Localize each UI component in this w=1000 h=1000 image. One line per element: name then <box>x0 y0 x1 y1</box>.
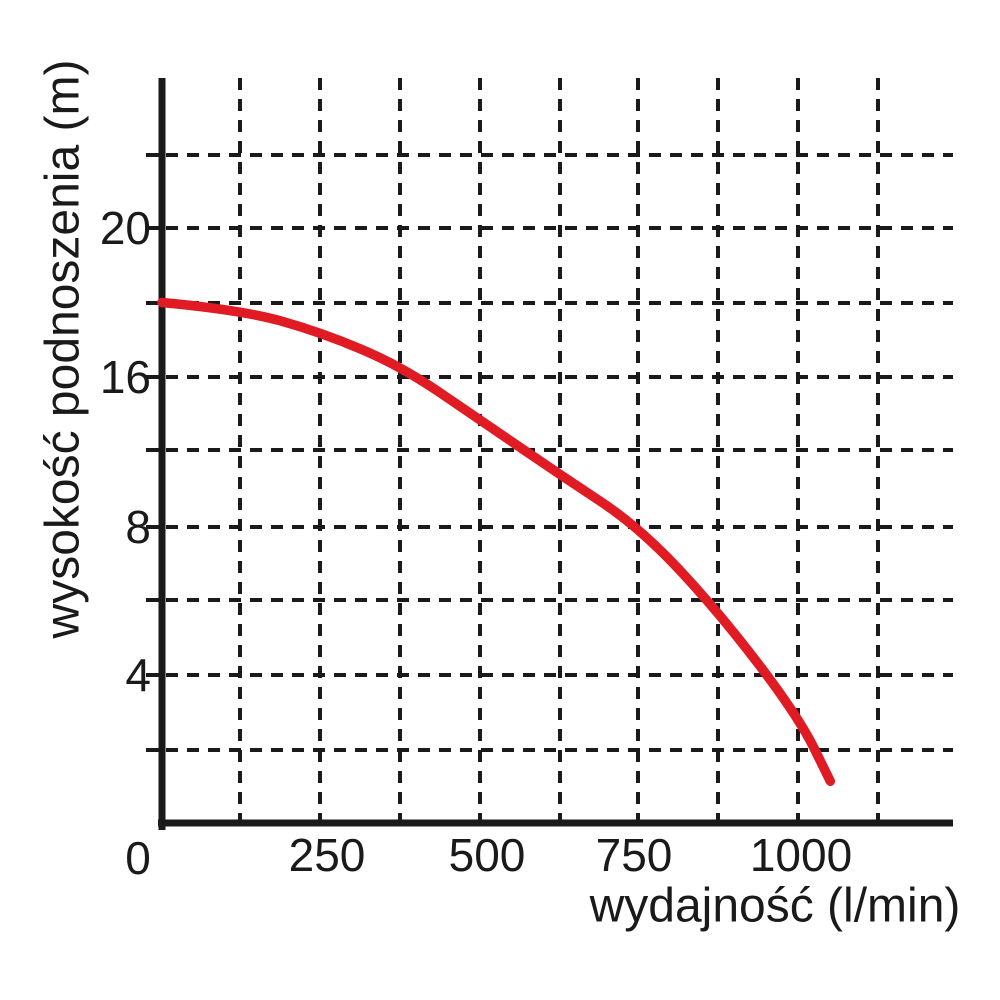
y-tick-label-20: 20 <box>100 202 151 254</box>
x-tick-label-750: 750 <box>596 829 673 881</box>
y-tick-label-16: 16 <box>100 351 151 403</box>
x-tick-label-250: 250 <box>289 829 366 881</box>
x-tick-label-500: 500 <box>449 829 526 881</box>
horizontal-gridlines <box>166 153 953 752</box>
y-tick-label-8: 8 <box>125 501 151 553</box>
x-axis-title: wydajność (l/min) <box>589 880 961 933</box>
origin-label: 0 <box>125 832 151 884</box>
y-tick-label-4: 4 <box>125 649 151 701</box>
vertical-gridlines <box>238 78 880 820</box>
x-tick-label-1000: 1000 <box>750 829 852 881</box>
pump-curve <box>157 297 836 786</box>
y-axis-title: wysokość podnoszenia (m) <box>37 60 90 640</box>
